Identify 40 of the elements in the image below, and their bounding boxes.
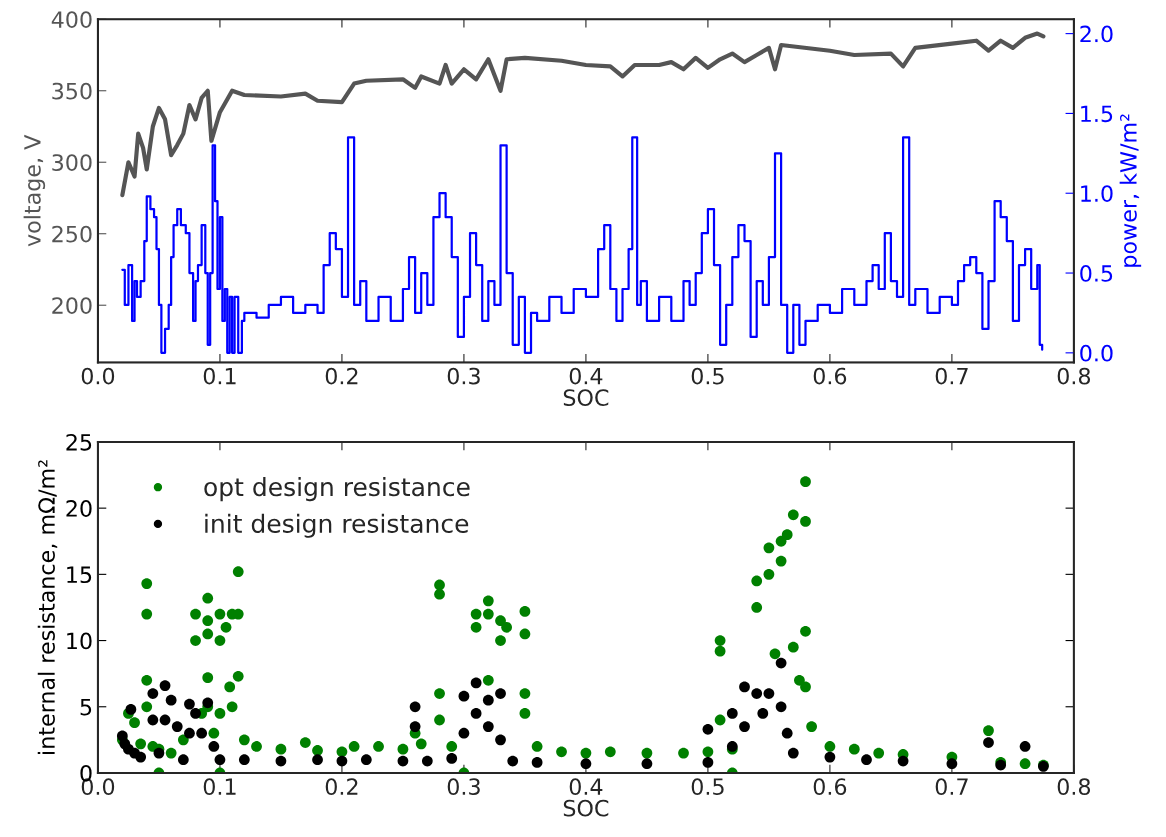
- x-tick-label: 0.1: [203, 778, 236, 796]
- line-series: [120, 31, 1046, 198]
- x-tick-label: 0.7: [935, 778, 968, 796]
- y-axis-title: internal resistance, mΩ/m²: [37, 460, 58, 754]
- y2-tick-label: 2.0: [1080, 25, 1113, 43]
- y2-tick-label: 1.5: [1081, 105, 1113, 123]
- x-axis-title: SOC: [563, 389, 609, 406]
- y-tick-label: 5: [80, 699, 92, 716]
- y-tick-label: 200: [52, 297, 92, 314]
- y2-axis-title: power, kW/m²: [1119, 114, 1142, 267]
- y-tick-label: 10: [67, 632, 92, 650]
- x-tick-label: 0.6: [813, 367, 847, 385]
- y2-tick-label: 1.0: [1081, 185, 1113, 202]
- y-tick-label: 25: [66, 433, 92, 451]
- legend-label: opt design resistance: [204, 476, 470, 502]
- y-tick-label: 350: [52, 82, 92, 100]
- x-tick-label: 0.5: [691, 367, 724, 385]
- x-tick-label: 0.2: [325, 778, 358, 796]
- x-tick-label: 0.6: [813, 778, 847, 796]
- x-tick-label: 0.5: [691, 778, 724, 796]
- x-tick-label: 0.3: [447, 778, 480, 796]
- y2-tick-label: 0.0: [1080, 344, 1113, 362]
- x-tick-label: 0.2: [325, 367, 358, 385]
- x-tick-label: 0.4: [569, 367, 603, 385]
- x-tick-label: 0.8: [1057, 367, 1091, 385]
- x-tick-label: 0.3: [447, 367, 480, 385]
- x-tick-label: 0.8: [1057, 778, 1091, 796]
- y-tick-label: 15: [67, 566, 92, 584]
- y-tick-label: 400: [51, 11, 92, 29]
- y-tick-label: 20: [66, 500, 92, 517]
- x-tick-label: 0.4: [569, 778, 603, 796]
- x-tick-label: 0.1: [203, 367, 236, 385]
- x-tick-label: 0.0: [81, 367, 115, 385]
- y-tick-label: 300: [52, 154, 92, 171]
- y-tick-label: 250: [52, 225, 92, 243]
- y-axis-title: voltage, V: [23, 134, 46, 247]
- x-axis-title: SOC: [563, 799, 609, 817]
- y2-tick-label: 0.5: [1080, 264, 1113, 282]
- legend-label: init design resistance: [205, 513, 469, 538]
- x-tick-label: 0.7: [935, 367, 968, 385]
